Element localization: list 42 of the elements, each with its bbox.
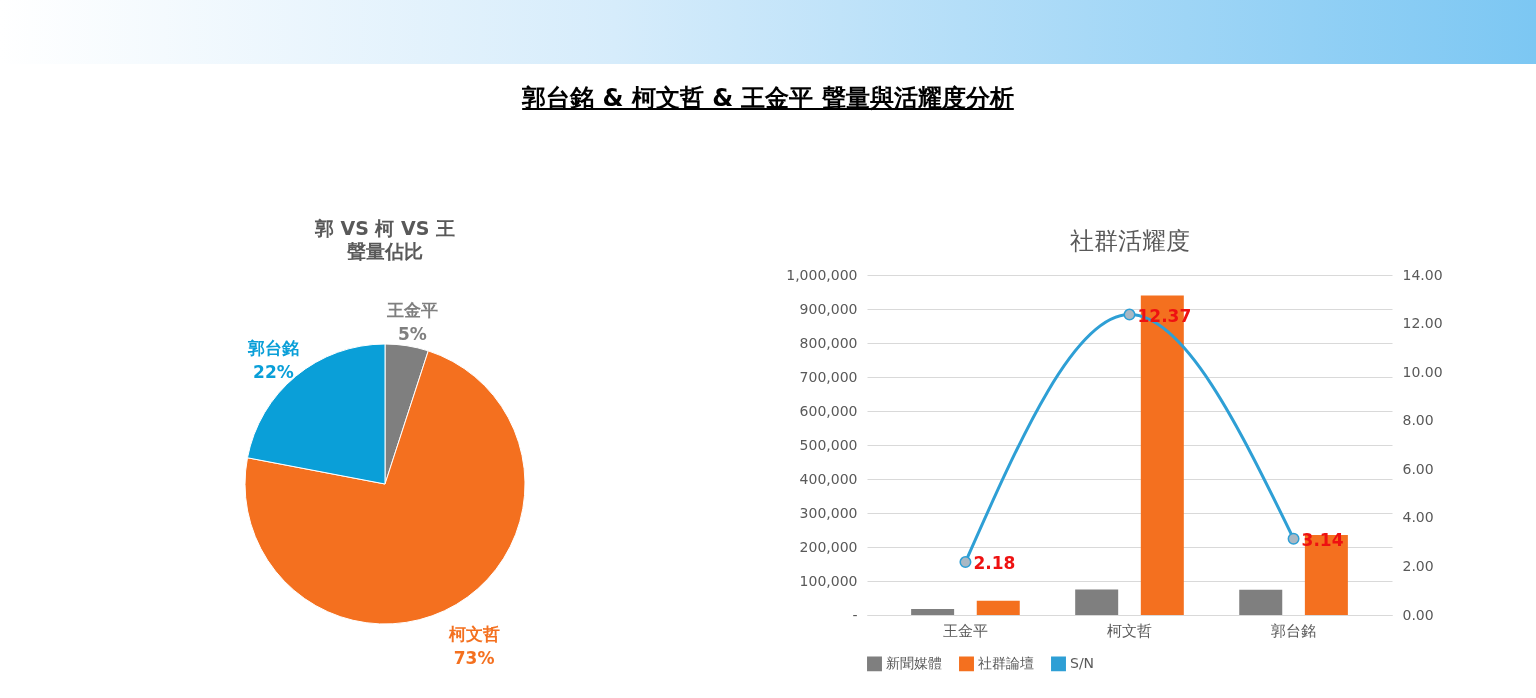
y-tick-label: 600,000 bbox=[799, 402, 858, 419]
y-tick-label: 900,000 bbox=[799, 300, 858, 317]
y2-tick-label: 14.00 bbox=[1402, 266, 1443, 283]
y2-tick-label: 0.00 bbox=[1402, 606, 1434, 623]
slice-label: 郭台銘 bbox=[246, 338, 299, 359]
legend-label: 新聞媒體 bbox=[886, 654, 942, 671]
y2-tick-label: 10.00 bbox=[1402, 363, 1443, 380]
data-label: 73% bbox=[453, 647, 495, 668]
y-tick-label: 500,000 bbox=[799, 436, 858, 453]
y-tick-label: 800,000 bbox=[799, 334, 858, 351]
point bbox=[1287, 532, 1300, 545]
y2-tick-label: 8.00 bbox=[1402, 412, 1434, 429]
y-tick-label: 400,000 bbox=[799, 470, 858, 487]
y-tick-label: 300,000 bbox=[799, 504, 858, 521]
data-label: 22% bbox=[253, 362, 294, 383]
x-tick-label: 郭台銘 bbox=[1271, 621, 1317, 640]
text: 郭台銘 & 柯文哲 & 王金平 聲量與活耀度分析 bbox=[520, 83, 1015, 114]
chart-subtitle: 聲量佔比 bbox=[346, 240, 423, 263]
data-label: 5% bbox=[397, 324, 427, 345]
y2-tick-label: 2.00 bbox=[1402, 557, 1434, 574]
point bbox=[1123, 308, 1136, 321]
data-label: 2.18 bbox=[973, 553, 1016, 574]
bar bbox=[1075, 589, 1119, 615]
y2-tick-label: 12.00 bbox=[1402, 315, 1443, 332]
y-tick-label: 100,000 bbox=[799, 572, 858, 589]
y-tick-label: - bbox=[852, 606, 858, 623]
y-tick-label: 1,000,000 bbox=[786, 266, 858, 283]
bar bbox=[911, 608, 955, 615]
y2-tick-label: 4.00 bbox=[1402, 509, 1434, 526]
legend-label: 社群論壇 bbox=[978, 654, 1034, 671]
chart-title: 郭 VS 柯 VS 王 bbox=[313, 217, 456, 240]
y-tick-label: 200,000 bbox=[799, 538, 858, 555]
chart-title: 社群活耀度 bbox=[1069, 227, 1190, 255]
bar bbox=[1239, 589, 1283, 615]
point bbox=[959, 556, 972, 569]
y-tick-label: 700,000 bbox=[799, 368, 858, 385]
y2-tick-label: 6.00 bbox=[1402, 460, 1434, 477]
x-tick-label: 柯文哲 bbox=[1107, 621, 1152, 640]
bar bbox=[976, 600, 1020, 615]
legend-label: S/N bbox=[1070, 654, 1095, 671]
x-tick-label: 王金平 bbox=[942, 621, 988, 640]
slice-label: 王金平 bbox=[385, 300, 438, 321]
